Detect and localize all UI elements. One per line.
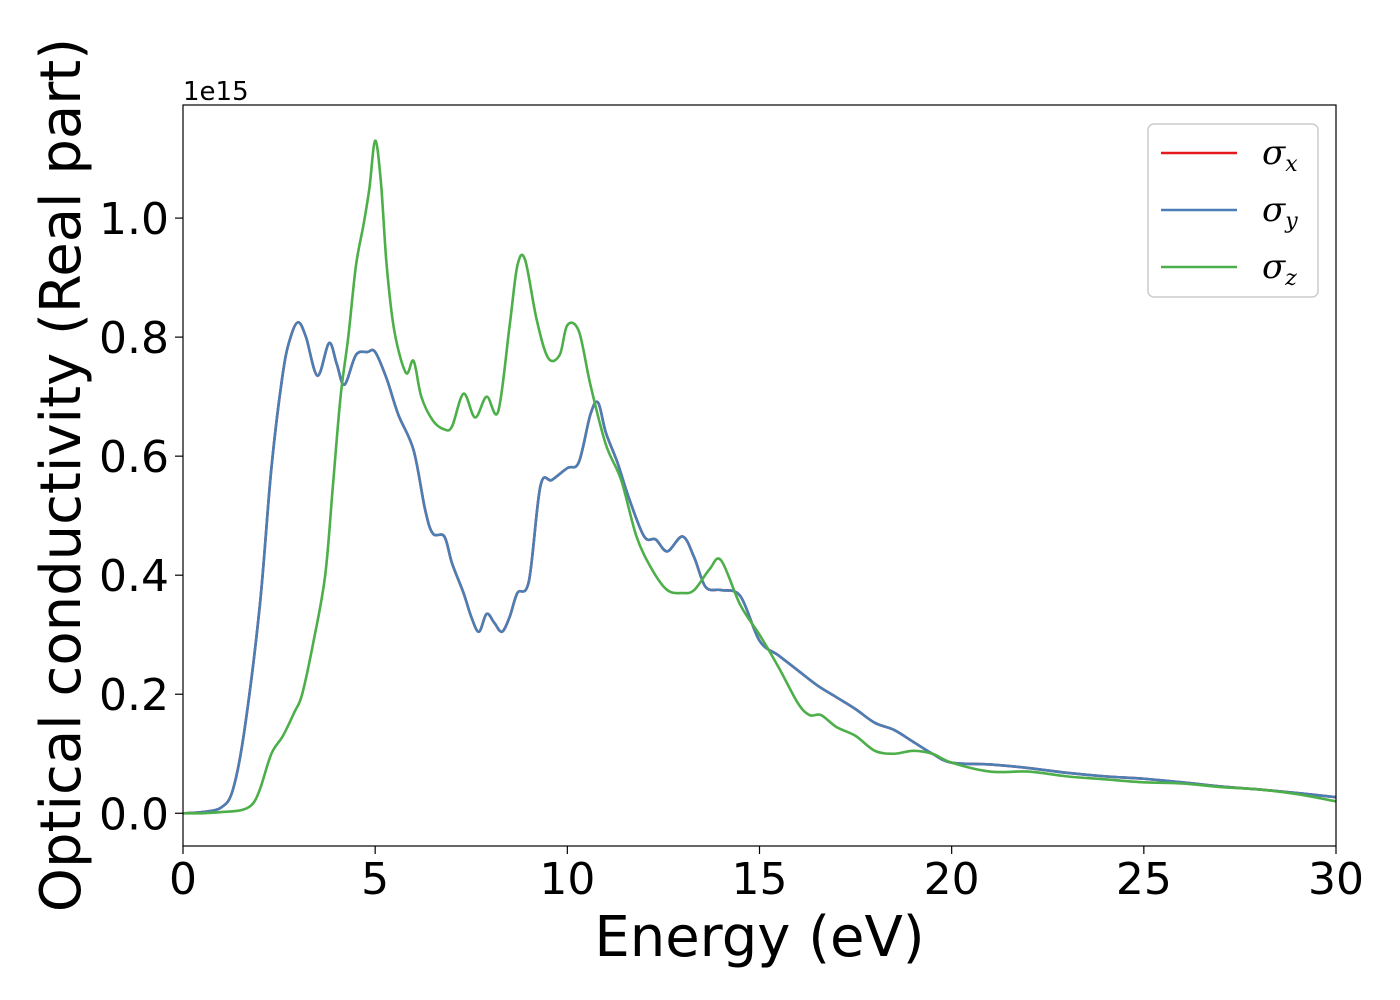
x-tick-label: 30 <box>1308 854 1364 905</box>
x-tick-label: 15 <box>732 854 788 905</box>
y-tick-label: 1.0 <box>99 194 169 245</box>
y-scale-exponent: 1e15 <box>183 77 249 107</box>
x-axis-label: Energy (eV) <box>594 905 924 970</box>
x-tick-label: 25 <box>1116 854 1172 905</box>
y-tick-label: 0.2 <box>99 670 169 721</box>
y-tick-label: 0.8 <box>99 313 169 364</box>
x-tick-label: 10 <box>539 854 595 905</box>
y-tick-label: 0.6 <box>99 432 169 483</box>
y-axis-ticks: 0.0 0.2 0.4 0.6 0.8 1.0 <box>99 194 183 840</box>
x-axis-ticks: 0 5 10 15 20 25 30 <box>169 846 1364 905</box>
series-layer <box>183 139 1336 815</box>
series-line-z <box>183 139 1336 815</box>
y-tick-label: 0.4 <box>99 551 169 602</box>
x-tick-label: 20 <box>924 854 980 905</box>
x-tick-label: 5 <box>361 854 389 905</box>
y-axis-label: Optical conductivity (Real part) <box>29 38 94 912</box>
y-tick-label: 0.0 <box>99 789 169 840</box>
series-line-y <box>183 320 1336 815</box>
x-tick-label: 0 <box>169 854 197 905</box>
